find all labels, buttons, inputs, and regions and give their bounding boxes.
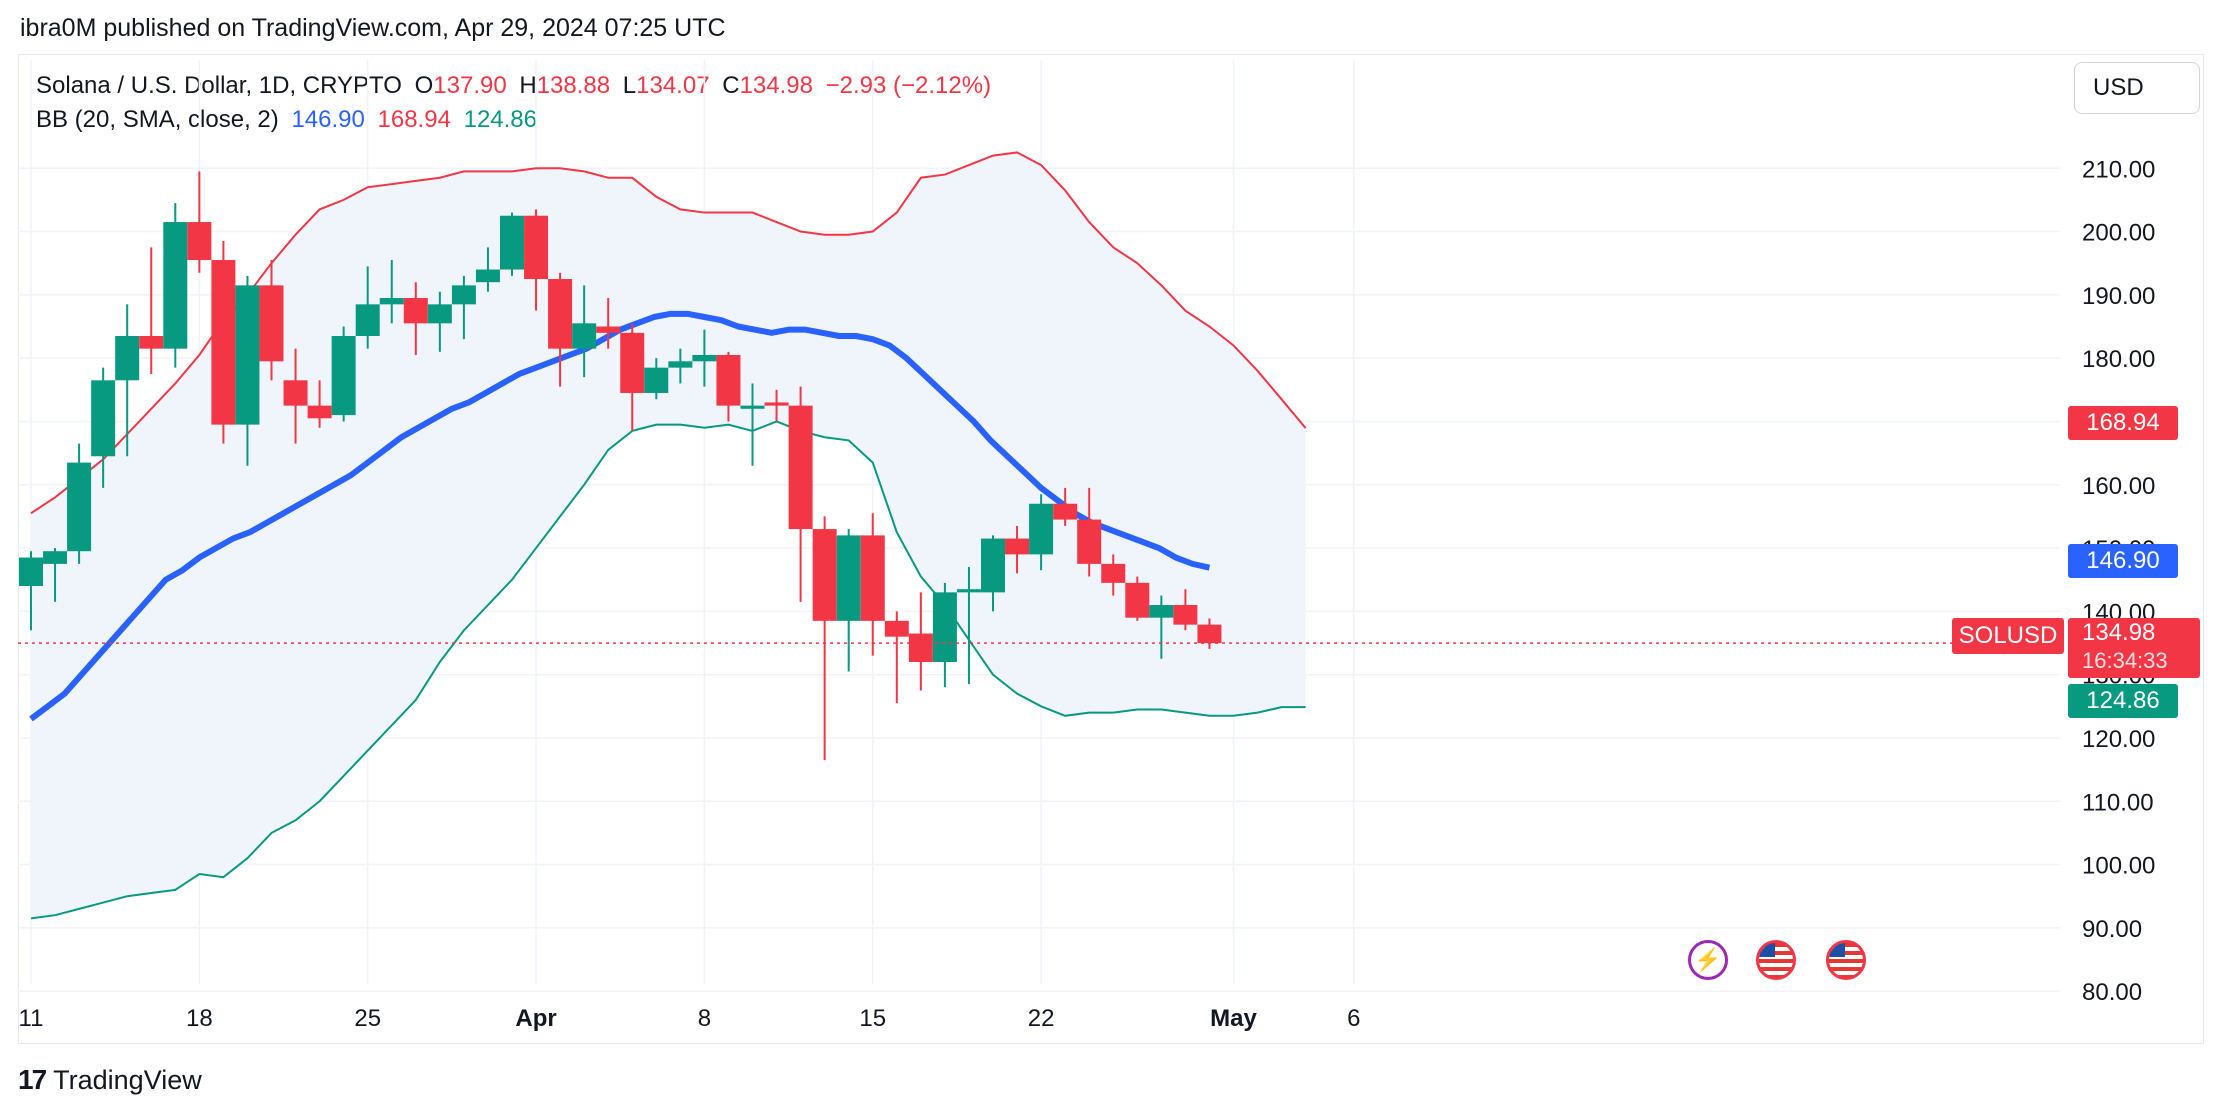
published-caption: ibra0M published on TradingView.com, Apr… xyxy=(20,14,726,42)
upper-band-badge: 168.94 xyxy=(2068,406,2178,440)
bb-legend[interactable]: BB (20, SMA, close, 2) 146.90 168.94 124… xyxy=(36,106,543,134)
currency-button[interactable]: USD xyxy=(2074,62,2200,114)
symbol-legend[interactable]: Solana / U.S. Dollar, 1D, CRYPTO O137.90… xyxy=(36,72,992,99)
open-value: 137.90 xyxy=(433,72,507,99)
change-value: −2.93 (−2.12%) xyxy=(825,72,992,99)
countdown-value: 16:34:33 xyxy=(2082,648,2168,673)
bb-basis-value: 146.90 xyxy=(291,106,365,133)
us-flag-event-icon[interactable] xyxy=(1756,940,1796,980)
tradingview-mark-icon: 17 xyxy=(18,1064,47,1095)
lightning-event-icon[interactable]: ⚡ xyxy=(1688,940,1728,980)
high-value: 138.88 xyxy=(536,72,611,99)
bb-indicator-label: BB (20, SMA, close, 2) xyxy=(36,106,279,133)
bb-upper-value: 168.94 xyxy=(377,106,451,133)
last-price-value: 134.98 xyxy=(2082,619,2156,646)
symbol-name: Solana / U.S. Dollar, 1D, CRYPTO xyxy=(36,72,402,99)
tradingview-brand: TradingView xyxy=(53,1064,202,1095)
basis-badge: 146.90 xyxy=(2068,544,2178,578)
close-value: 134.98 xyxy=(739,72,813,99)
chart-frame[interactable] xyxy=(18,54,2204,1044)
lower-band-badge: 124.86 xyxy=(2068,684,2178,718)
last-price-badge: 134.98 16:34:33 xyxy=(2068,618,2200,678)
tradingview-logo[interactable]: 17 TradingView xyxy=(18,1064,202,1096)
bb-lower-value: 124.86 xyxy=(463,106,537,133)
low-value: 134.07 xyxy=(636,72,710,99)
us-flag-event-icon[interactable] xyxy=(1826,940,1866,980)
symbol-badge: SOLUSD xyxy=(1952,618,2064,654)
